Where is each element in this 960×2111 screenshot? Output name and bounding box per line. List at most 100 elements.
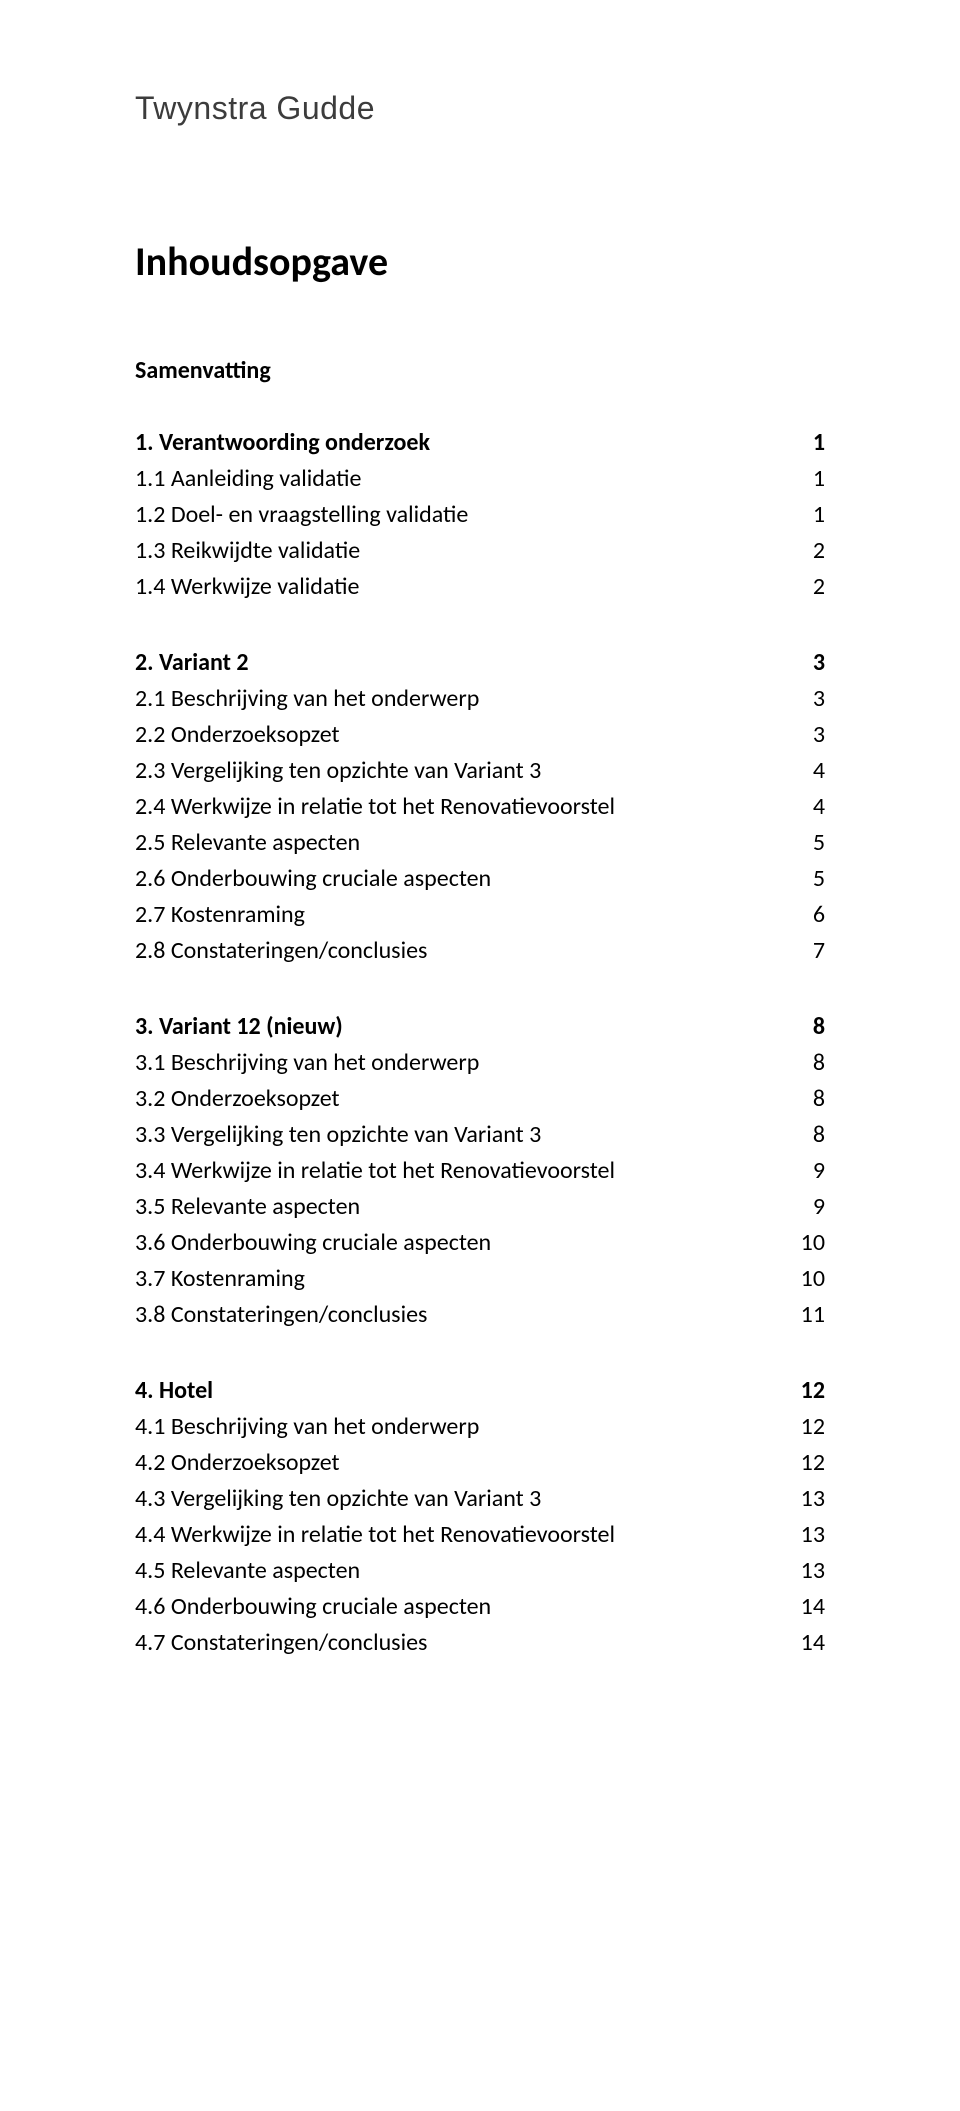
toc-heading-page: 12 bbox=[785, 1373, 825, 1409]
toc-item-page: 6 bbox=[785, 897, 825, 933]
toc-item: 2.7 Kostenraming 6 bbox=[135, 897, 825, 933]
toc-item: 3.6 Onderbouwing cruciale aspecten 10 bbox=[135, 1225, 825, 1261]
toc-item-page: 9 bbox=[785, 1189, 825, 1225]
toc-item-label: 3.7 Kostenraming bbox=[135, 1261, 305, 1297]
toc-item-page: 1 bbox=[785, 497, 825, 533]
toc-item-label: 3.4 Werkwijze in relatie tot het Renovat… bbox=[135, 1153, 615, 1189]
toc-item: 2.4 Werkwijze in relatie tot het Renovat… bbox=[135, 789, 825, 825]
toc-item-page: 2 bbox=[785, 569, 825, 605]
toc-item-label: 4.5 Relevante aspecten bbox=[135, 1553, 360, 1589]
toc-item-label: 2.7 Kostenraming bbox=[135, 897, 305, 933]
toc-item-page: 11 bbox=[785, 1297, 825, 1333]
document-page: Twynstra Gudde Inhoudsopgave Samenvattin… bbox=[0, 0, 960, 2111]
toc-item-label: 1.3 Reikwijdte validatie bbox=[135, 533, 360, 569]
toc-item: 3.8 Constateringen/conclusies 11 bbox=[135, 1297, 825, 1333]
toc-heading-page: 3 bbox=[785, 645, 825, 681]
toc-heading-page: 1 bbox=[785, 425, 825, 461]
toc-section: 2. Variant 232.1 Beschrijving van het on… bbox=[135, 645, 825, 969]
toc-item-page: 4 bbox=[785, 789, 825, 825]
toc-item: 2.5 Relevante aspecten 5 bbox=[135, 825, 825, 861]
toc-item-page: 13 bbox=[785, 1481, 825, 1517]
toc-item-label: 3.1 Beschrijving van het onderwerp bbox=[135, 1045, 479, 1081]
toc-item: 4.6 Onderbouwing cruciale aspecten 14 bbox=[135, 1589, 825, 1625]
toc-item: 4.5 Relevante aspecten 13 bbox=[135, 1553, 825, 1589]
toc-item: 3.1 Beschrijving van het onderwerp 8 bbox=[135, 1045, 825, 1081]
toc-item: 4.1 Beschrijving van het onderwerp 12 bbox=[135, 1409, 825, 1445]
toc-item-page: 3 bbox=[785, 681, 825, 717]
toc-section: 1. Verantwoording onderzoek11.1 Aanleidi… bbox=[135, 425, 825, 605]
toc-item-label: 2.5 Relevante aspecten bbox=[135, 825, 360, 861]
toc-item: 3.7 Kostenraming 10 bbox=[135, 1261, 825, 1297]
brand-logo-text: Twynstra Gudde bbox=[135, 90, 825, 127]
toc-item-label: 2.6 Onderbouwing cruciale aspecten bbox=[135, 861, 491, 897]
toc-item-page: 10 bbox=[785, 1261, 825, 1297]
toc-item-page: 13 bbox=[785, 1517, 825, 1553]
toc-item-page: 8 bbox=[785, 1117, 825, 1153]
toc-item-label: 4.3 Vergelijking ten opzichte van Varian… bbox=[135, 1481, 541, 1517]
toc-item: 1.1 Aanleiding validatie1 bbox=[135, 461, 825, 497]
toc-item: 3.5 Relevante aspecten 9 bbox=[135, 1189, 825, 1225]
toc-item-label: 3.8 Constateringen/conclusies bbox=[135, 1297, 427, 1333]
toc-item-label: 1.4 Werkwijze validatie bbox=[135, 569, 359, 605]
toc-item: 3.2 Onderzoeksopzet 8 bbox=[135, 1081, 825, 1117]
toc-item-page: 14 bbox=[785, 1589, 825, 1625]
toc-item: 1.4 Werkwijze validatie 2 bbox=[135, 569, 825, 605]
toc-item: 2.1 Beschrijving van het onderwerp 3 bbox=[135, 681, 825, 717]
toc-item: 3.4 Werkwijze in relatie tot het Renovat… bbox=[135, 1153, 825, 1189]
toc-heading-label: 3. Variant 12 (nieuw) bbox=[135, 1009, 343, 1045]
toc-section-heading: 2. Variant 2 3 bbox=[135, 645, 825, 681]
toc-item-page: 8 bbox=[785, 1045, 825, 1081]
toc-section-heading: 4. Hotel12 bbox=[135, 1373, 825, 1409]
toc-item-page: 3 bbox=[785, 717, 825, 753]
toc-item-label: 3.2 Onderzoeksopzet bbox=[135, 1081, 340, 1117]
toc-item-page: 8 bbox=[785, 1081, 825, 1117]
toc-item-page: 2 bbox=[785, 533, 825, 569]
toc-item-label: 2.4 Werkwijze in relatie tot het Renovat… bbox=[135, 789, 615, 825]
toc-item-label: 4.1 Beschrijving van het onderwerp bbox=[135, 1409, 479, 1445]
toc-item: 2.8 Constateringen/conclusies 7 bbox=[135, 933, 825, 969]
toc-item-label: 4.7 Constateringen/conclusies bbox=[135, 1625, 427, 1661]
toc-item-label: 3.6 Onderbouwing cruciale aspecten bbox=[135, 1225, 491, 1261]
toc-item-page: 5 bbox=[785, 825, 825, 861]
toc-item: 4.2 Onderzoeksopzet 12 bbox=[135, 1445, 825, 1481]
toc-item-page: 12 bbox=[785, 1445, 825, 1481]
document-title: Inhoudsopgave bbox=[135, 237, 825, 286]
toc-section-heading: 3. Variant 12 (nieuw) 8 bbox=[135, 1009, 825, 1045]
toc-item-label: 1.1 Aanleiding validatie bbox=[135, 461, 361, 497]
toc-item-page: 10 bbox=[785, 1225, 825, 1261]
toc-item-label: 3.3 Vergelijking ten opzichte van Varian… bbox=[135, 1117, 541, 1153]
toc-item: 4.7 Constateringen/conclusies 14 bbox=[135, 1625, 825, 1661]
toc-item: 1.3 Reikwijdte validatie 2 bbox=[135, 533, 825, 569]
toc-item: 4.3 Vergelijking ten opzichte van Varian… bbox=[135, 1481, 825, 1517]
toc-section-heading: 1. Verantwoording onderzoek 1 bbox=[135, 425, 825, 461]
summary-heading: Samenvatting bbox=[135, 356, 825, 385]
toc-item: 2.6 Onderbouwing cruciale aspecten 5 bbox=[135, 861, 825, 897]
toc-item-label: 3.5 Relevante aspecten bbox=[135, 1189, 360, 1225]
toc-item: 2.3 Vergelijking ten opzichte van Varian… bbox=[135, 753, 825, 789]
toc-heading-label: 2. Variant 2 bbox=[135, 645, 249, 681]
toc-item: 2.2 Onderzoeksopzet 3 bbox=[135, 717, 825, 753]
toc-item-page: 14 bbox=[785, 1625, 825, 1661]
toc-item-page: 4 bbox=[785, 753, 825, 789]
toc-heading-label: 1. Verantwoording onderzoek bbox=[135, 425, 430, 461]
toc-heading-page: 8 bbox=[785, 1009, 825, 1045]
toc-item-label: 1.2 Doel- en vraagstelling validatie bbox=[135, 497, 468, 533]
toc-item-label: 2.3 Vergelijking ten opzichte van Varian… bbox=[135, 753, 541, 789]
toc-item-label: 2.1 Beschrijving van het onderwerp bbox=[135, 681, 479, 717]
toc-item-page: 9 bbox=[785, 1153, 825, 1189]
toc-item: 1.2 Doel- en vraagstelling validatie 1 bbox=[135, 497, 825, 533]
table-of-contents: 1. Verantwoording onderzoek11.1 Aanleidi… bbox=[135, 425, 825, 1661]
toc-item-label: 2.8 Constateringen/conclusies bbox=[135, 933, 427, 969]
toc-item-page: 5 bbox=[785, 861, 825, 897]
toc-item-label: 4.2 Onderzoeksopzet bbox=[135, 1445, 340, 1481]
toc-section: 4. Hotel124.1 Beschrijving van het onder… bbox=[135, 1373, 825, 1661]
toc-item-label: 2.2 Onderzoeksopzet bbox=[135, 717, 340, 753]
toc-item: 4.4 Werkwijze in relatie tot het Renovat… bbox=[135, 1517, 825, 1553]
toc-item: 3.3 Vergelijking ten opzichte van Varian… bbox=[135, 1117, 825, 1153]
toc-item-label: 4.6 Onderbouwing cruciale aspecten bbox=[135, 1589, 491, 1625]
toc-section: 3. Variant 12 (nieuw)83.1 Beschrijving v… bbox=[135, 1009, 825, 1333]
toc-item-page: 7 bbox=[785, 933, 825, 969]
toc-item-page: 13 bbox=[785, 1553, 825, 1589]
toc-item-label: 4.4 Werkwijze in relatie tot het Renovat… bbox=[135, 1517, 615, 1553]
toc-item-page: 12 bbox=[785, 1409, 825, 1445]
